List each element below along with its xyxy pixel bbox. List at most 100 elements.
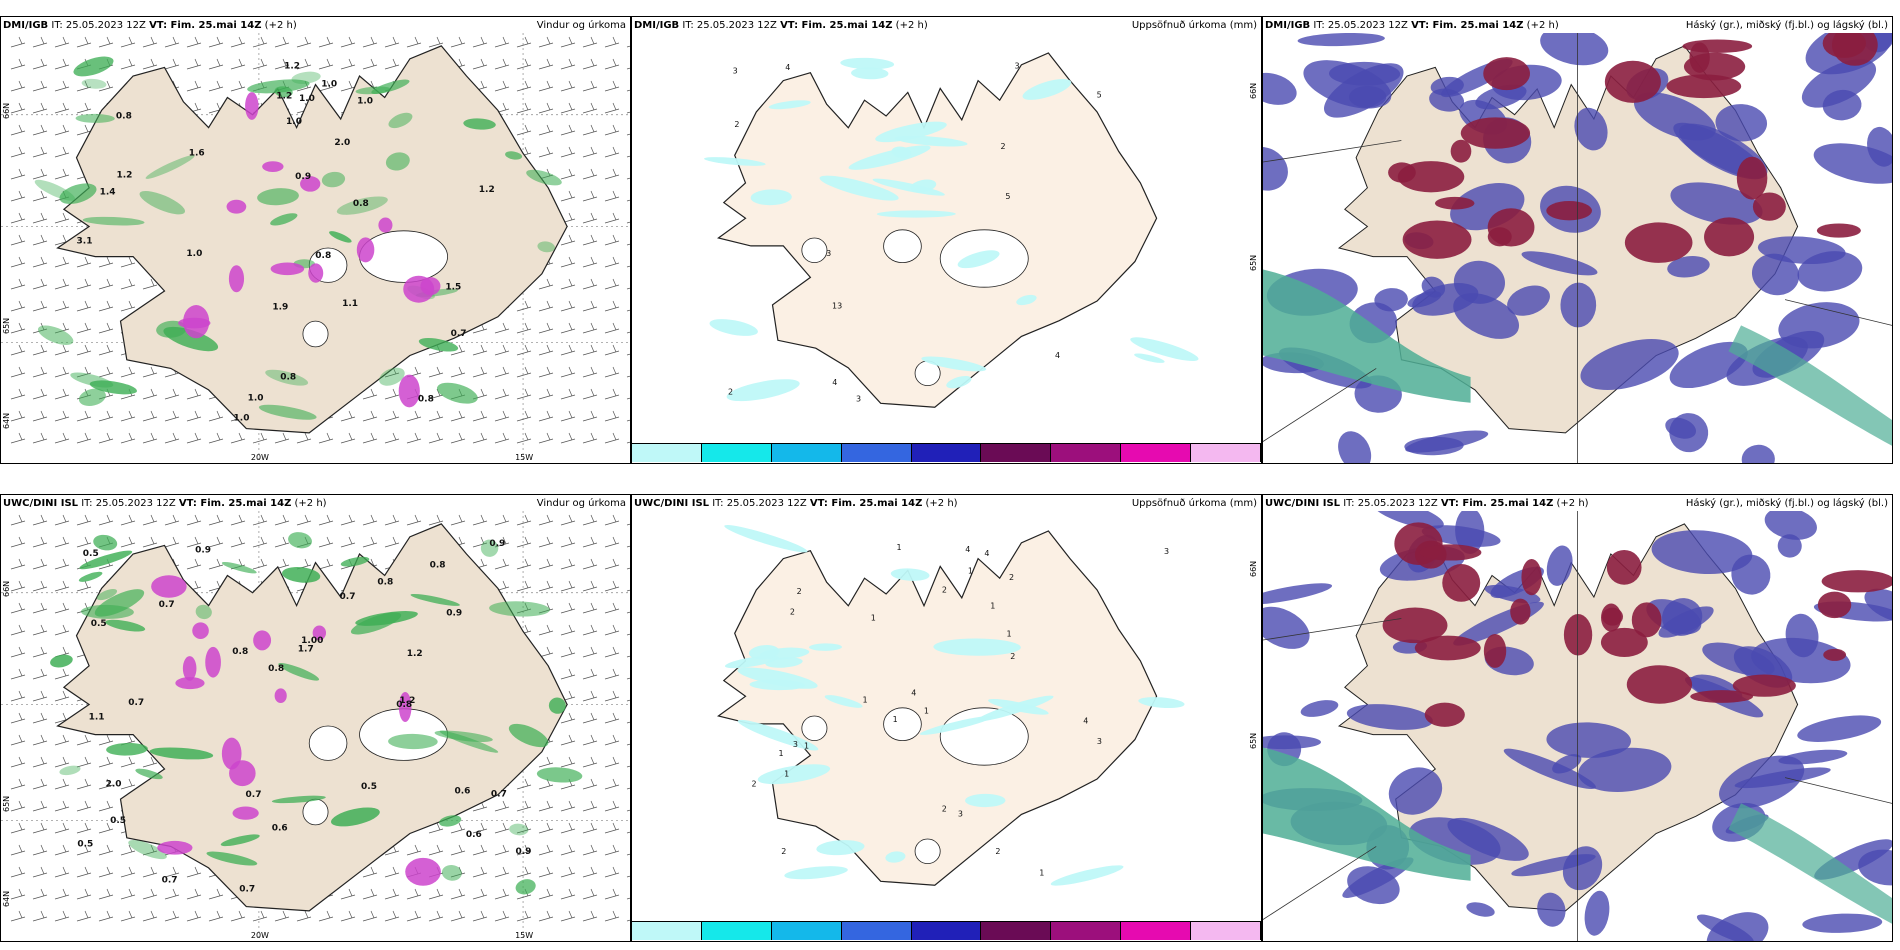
wind-barb (626, 397, 630, 400)
accum-value-label: 2 (734, 120, 739, 129)
wind-barb (582, 234, 598, 246)
wind-barb (560, 624, 576, 636)
glacier (302, 798, 329, 826)
wind-barb (76, 778, 92, 790)
wind-barb (32, 190, 48, 202)
heavy-precip-patch (356, 237, 375, 263)
accum-precip-patch (876, 210, 956, 218)
precip-patch (221, 561, 257, 574)
wind-barb (54, 102, 70, 114)
wind-barb (604, 432, 620, 444)
precip-patch (105, 619, 146, 632)
precip-value-label: 0.8 (232, 647, 248, 657)
accum-value-label: 2 (942, 804, 947, 813)
precip-value-label: 1.0 (286, 117, 302, 127)
high-cloud-patch (1752, 192, 1786, 221)
wind-barb (76, 888, 92, 900)
wind-barb (54, 844, 70, 856)
wind-barb (120, 756, 136, 768)
wind-barb (604, 80, 620, 92)
wind-barb (54, 910, 70, 922)
wind-barb (560, 36, 576, 48)
wind-barb (32, 212, 48, 224)
high-cloud-patch (1521, 559, 1542, 596)
wind-barb (604, 712, 620, 724)
wind-barb (120, 910, 136, 922)
wind-barb (516, 344, 532, 356)
wind-barb (32, 300, 48, 312)
precip-value-label: 3.1 (77, 236, 93, 246)
wind-barb (208, 514, 224, 526)
valid-time: VT: Fim. 25.mai 14Z (149, 20, 262, 31)
precip-value-label: 0.9 (195, 545, 211, 555)
precip-patch (271, 795, 326, 804)
wind-barb (98, 734, 114, 746)
precip-value-label: 0.7 (128, 698, 144, 708)
precip-patch (385, 152, 410, 171)
wind-barb (626, 89, 630, 92)
wind-barb (318, 558, 334, 570)
wind-barb (538, 366, 554, 378)
wind-barb (76, 124, 92, 136)
wind-barb (186, 36, 202, 48)
wind-barb (10, 322, 26, 334)
precip-patch (505, 151, 523, 160)
colorbar-swatch (632, 922, 702, 940)
field-title: Uppsöfnuð úrkoma (mm) (1131, 20, 1257, 31)
high-cloud-patch (1624, 222, 1693, 263)
wind-barb (560, 102, 576, 114)
wind-barb (560, 80, 576, 92)
wind-barb (604, 102, 620, 114)
wind-barb (10, 734, 26, 746)
wind-barb (538, 888, 554, 900)
heavy-precip-patch (398, 374, 420, 408)
mid-cloud-patch (1706, 912, 1769, 941)
precip-patch (128, 840, 167, 860)
accum-precip-patch (1130, 337, 1199, 361)
precip-patch (156, 320, 187, 338)
wind-barb (98, 366, 114, 378)
precip-patch (37, 325, 74, 345)
wind-barb (604, 778, 620, 790)
mid-cloud-patch (1404, 436, 1464, 456)
wind-barb (582, 646, 598, 658)
wind-barb (274, 514, 290, 526)
wind-barb (340, 536, 356, 548)
mid-cloud-patch (1297, 33, 1385, 47)
wind-barb (516, 366, 532, 378)
wind-barb (76, 344, 92, 356)
precip-value-label: 0.9 (446, 608, 462, 618)
wind-barb (252, 536, 268, 548)
accum-precip-patch (709, 319, 758, 336)
wind-barb (604, 580, 620, 592)
precip-patch (106, 742, 148, 756)
accum-precip-patch (933, 638, 1021, 656)
high-cloud-patch (1690, 690, 1754, 703)
high-cloud-patch (1546, 201, 1592, 221)
wind-barb (10, 278, 26, 290)
wind-barb (516, 36, 532, 48)
wind-barb (296, 36, 312, 48)
wind-barb (494, 432, 510, 444)
heavy-precip-patch (312, 625, 327, 641)
panel-title: UWC/DINI ISL IT: 25.05.2023 12Z VT: Fim.… (3, 498, 327, 509)
precip-patch (59, 765, 81, 776)
wind-barb (32, 756, 48, 768)
mid-cloud-patch (1801, 59, 1877, 108)
wind-barb (10, 146, 26, 158)
heavy-precip-patch (205, 646, 221, 678)
wind-barb (384, 536, 400, 548)
wind-barb (274, 432, 290, 444)
wind-barb (32, 410, 48, 422)
wind-barb (230, 536, 246, 548)
wind-barb (428, 36, 444, 48)
heavy-precip-patch (378, 217, 393, 233)
wind-barb (142, 410, 158, 422)
wind-barb (76, 866, 92, 878)
wind-barb (142, 388, 158, 400)
accum-value-label: 5 (1097, 90, 1102, 99)
mid-cloud-patch (1667, 256, 1710, 278)
colorbar-tick-label: 75 (914, 940, 924, 941)
wind-barb (560, 558, 576, 570)
mid-cloud-patch (1466, 902, 1495, 917)
